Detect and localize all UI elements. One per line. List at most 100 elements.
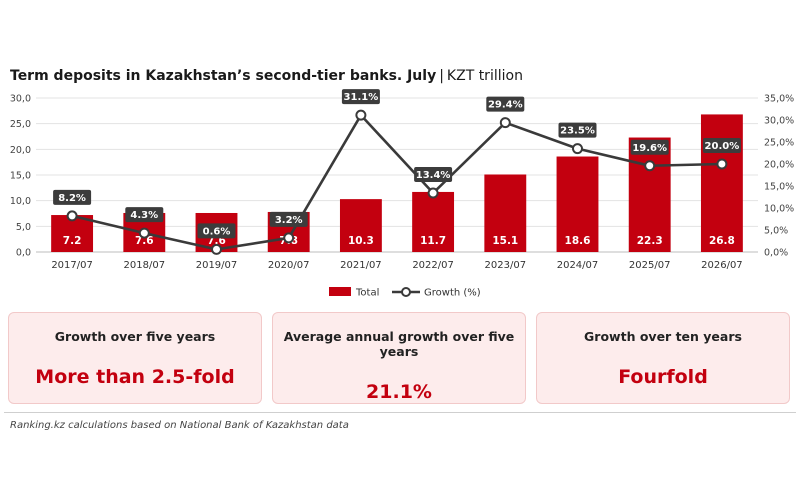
y-left-tick-label: 5,0 — [16, 222, 31, 233]
growth-callout: 13.4% — [414, 167, 453, 183]
legend-swatch-total — [329, 287, 351, 296]
summary-label: Growth over ten years — [584, 329, 742, 344]
y-right-tick-label: 25,0% — [764, 138, 794, 149]
growth-callout-box — [197, 223, 236, 239]
deposits-chart: 0,0 5,0 10,0 15,0 20,0 25,0 30,0 0,0% 5,0% 10,0% 1… — [10, 89, 794, 299]
bar-value-label: 22.3 — [637, 235, 663, 247]
growth-value-label: 0.6% — [203, 226, 231, 237]
x-tick-label: 2021/07 — [340, 260, 382, 271]
growth-callout-box — [558, 122, 597, 138]
footer-divider — [4, 412, 796, 413]
y-left-tick-label: 15,0 — [10, 171, 31, 182]
growth-line — [71, 113, 722, 251]
growth-callout-box — [414, 167, 453, 183]
legend-label-total: Total — [355, 288, 379, 299]
title-main: Term deposits in Kazakhstan’s second-tie… — [10, 68, 437, 84]
growth-value-label: 31.1% — [344, 92, 379, 103]
bar — [412, 191, 455, 252]
y-right-tick-label: 0,0% — [764, 248, 788, 259]
growth-point — [716, 158, 728, 170]
bar-value-label: 11.7 — [420, 235, 446, 247]
y-left-tick-label: 10,0 — [10, 196, 31, 207]
source-note: Ranking.kz calculations based on Nationa… — [10, 420, 349, 431]
growth-callout: 29.4% — [486, 96, 525, 112]
x-tick-label: 2020/07 — [268, 260, 310, 271]
bar-value-label: 10.3 — [348, 235, 374, 247]
bar — [339, 199, 382, 252]
summary-label: Growth over five years — [54, 329, 216, 344]
growth-callout: 8.2% — [53, 189, 92, 205]
summary-card-five-year-growth: Growth over five years More than 2.5-fol… — [8, 312, 262, 404]
bar — [556, 156, 599, 252]
x-tick-label: 2017/07 — [51, 260, 93, 271]
growth-callout: 3.2% — [269, 211, 308, 227]
summary-value: More than 2.5-fold — [35, 366, 235, 388]
summary-value: 21.1% — [366, 381, 432, 403]
bar-value-label: 15.1 — [492, 235, 518, 247]
growth-callout: 0.6% — [197, 223, 236, 239]
growth-point — [427, 187, 439, 199]
legend-label-growth: Growth (%) — [424, 288, 481, 299]
growth-value-label: 20.0% — [705, 141, 740, 152]
growth-callout-box — [53, 189, 92, 205]
summary-card-ten-year-growth: Growth over ten years Fourfold — [536, 312, 790, 404]
y-left-tick-label: 30,0 — [10, 94, 31, 105]
growth-callout-box — [269, 211, 308, 227]
growth-callout: 31.1% — [341, 89, 380, 105]
growth-point — [355, 109, 367, 121]
title-separator: | — [439, 68, 444, 84]
x-tick-label: 2023/07 — [485, 260, 527, 271]
x-tick-label: 2019/07 — [196, 260, 238, 271]
bar — [628, 137, 671, 252]
bar-value-label: 7.6 — [135, 235, 154, 247]
bar-value-label: 18.6 — [565, 235, 591, 247]
summary-label: Average annual growth over five years — [283, 329, 515, 359]
growth-value-label: 3.2% — [275, 215, 303, 226]
x-tick-label: 2025/07 — [629, 260, 671, 271]
growth-callout: 23.5% — [558, 122, 597, 138]
growth-point — [138, 227, 150, 239]
x-tick-label: 2024/07 — [557, 260, 599, 271]
summary-value: Fourfold — [618, 366, 708, 388]
growth-value-label: 23.5% — [560, 126, 595, 137]
growth-point — [283, 232, 295, 244]
growth-value-label: 19.6% — [632, 143, 667, 154]
growth-point — [211, 243, 222, 255]
y-right-tick-label: 5,0% — [764, 226, 788, 237]
y-left-tick-label: 20,0 — [10, 145, 31, 156]
growth-callout: 4.3% — [125, 207, 164, 223]
bar-value-label: 7.2 — [63, 235, 82, 247]
x-tick-label: 2022/07 — [412, 260, 454, 271]
growth-callout: 20.0% — [702, 138, 741, 153]
growth-callout-box — [486, 96, 525, 112]
y-right-tick-label: 30,0% — [764, 116, 794, 127]
growth-point — [572, 143, 583, 155]
growth-value-label: 13.4% — [416, 170, 451, 181]
y-left-tick-label: 0,0 — [16, 248, 31, 259]
growth-value-label: 29.4% — [488, 100, 523, 111]
growth-callout-box — [341, 89, 380, 105]
growth-value-label: 4.3% — [130, 210, 158, 221]
title-unit: KZT trillion — [446, 68, 523, 84]
chart-title: Term deposits in Kazakhstan’s second-tie… — [10, 68, 523, 84]
growth-callout-box — [125, 207, 164, 223]
growth-point — [66, 210, 78, 222]
bar-value-label: 26.8 — [709, 235, 735, 247]
x-tick-label: 2018/07 — [124, 260, 166, 271]
bar — [484, 174, 527, 252]
y-right-tick-label: 20,0% — [764, 160, 794, 171]
bar — [700, 114, 743, 252]
growth-point — [644, 160, 656, 172]
growth-point — [499, 117, 511, 129]
growth-callout: 19.6% — [630, 139, 669, 155]
summary-card-average-annual-growth: Average annual growth over five years 21… — [272, 312, 526, 404]
y-right-tick-label: 15,0% — [764, 182, 794, 193]
x-tick-label: 2026/07 — [701, 260, 743, 271]
growth-value-label: 8.2% — [58, 193, 86, 204]
growth-callout-box — [702, 138, 741, 153]
y-right-tick-label: 35,0% — [764, 94, 794, 105]
legend-marker-growth — [401, 287, 411, 297]
y-left-tick-label: 25,0 — [10, 119, 31, 130]
growth-callout-box — [630, 139, 669, 155]
y-right-tick-label: 10,0% — [764, 204, 794, 215]
